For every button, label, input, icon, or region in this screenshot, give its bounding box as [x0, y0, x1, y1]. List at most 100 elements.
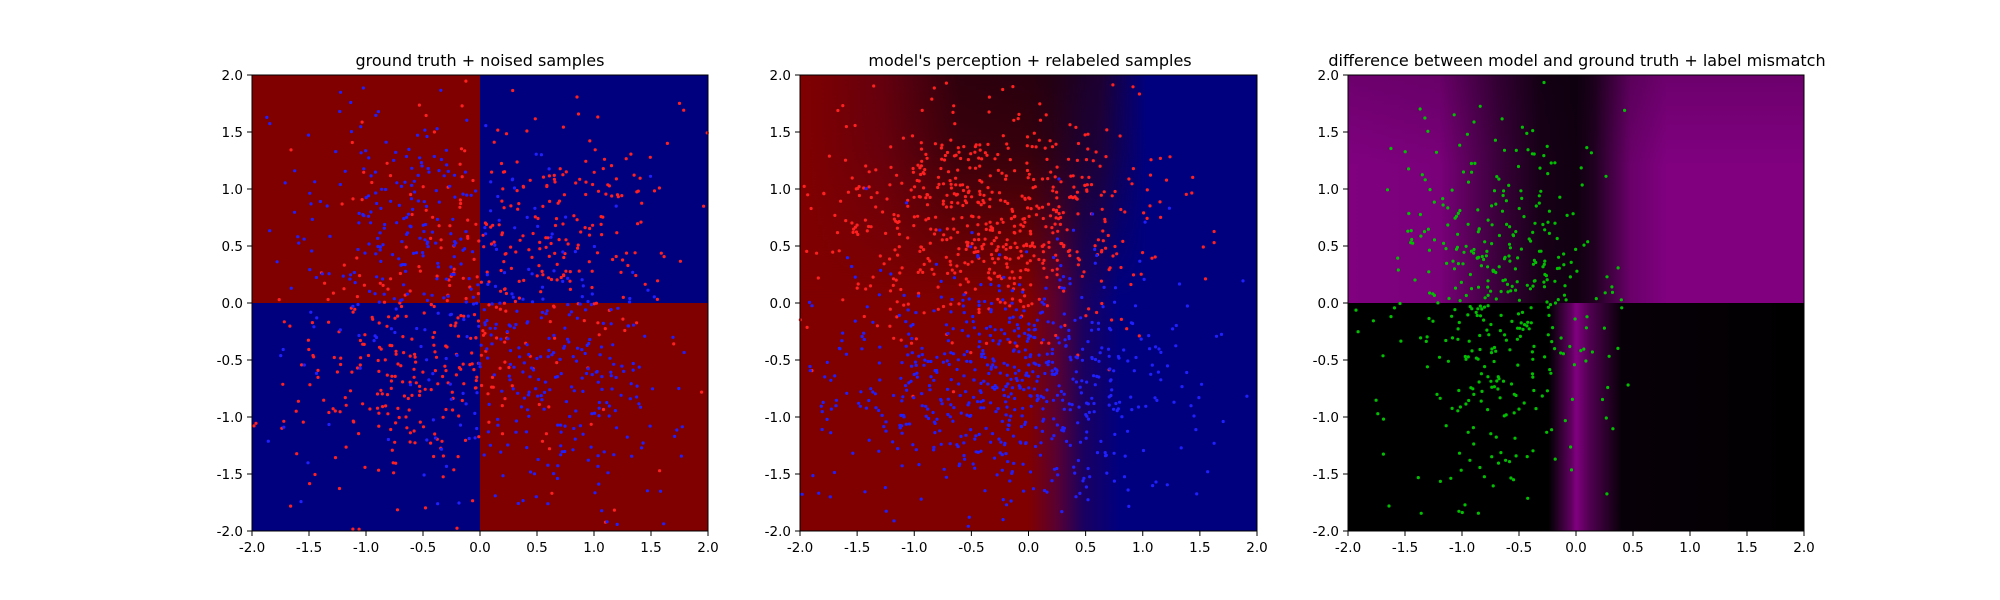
data-point [294, 409, 298, 413]
data-point [549, 235, 553, 239]
data-point [1508, 259, 1512, 263]
data-point [928, 259, 932, 263]
data-point [408, 383, 413, 387]
data-point [1493, 138, 1497, 142]
data-point [378, 281, 382, 285]
data-point [431, 215, 435, 219]
data-point [1545, 430, 1549, 434]
data-point [1413, 278, 1417, 282]
data-point [1510, 319, 1514, 323]
data-point [632, 173, 636, 177]
data-point [1097, 375, 1101, 379]
data-point [1197, 396, 1201, 400]
data-point [904, 422, 908, 426]
data-point [432, 130, 436, 134]
data-point [971, 314, 975, 319]
data-point [464, 296, 468, 301]
data-point [865, 229, 869, 233]
data-point [490, 375, 495, 379]
data-point [1042, 266, 1046, 270]
data-point [503, 340, 507, 344]
data-point [1006, 460, 1010, 464]
data-point [1539, 249, 1543, 253]
data-point [931, 410, 935, 415]
data-point [958, 283, 962, 287]
data-point [375, 406, 380, 410]
data-point [431, 335, 435, 339]
data-point [338, 410, 342, 414]
data-point [1072, 185, 1076, 189]
data-point [680, 425, 684, 429]
data-point [941, 360, 946, 364]
y-tick-label: 1.0 [222, 182, 243, 198]
data-point [897, 313, 902, 317]
data-point [1542, 285, 1547, 289]
data-point [1026, 206, 1030, 210]
data-point [581, 389, 585, 393]
data-point [1100, 207, 1104, 211]
data-point [1153, 255, 1157, 259]
data-point [963, 457, 967, 461]
data-point [559, 423, 563, 427]
data-point [999, 328, 1004, 332]
data-point [1107, 268, 1111, 272]
data-point [1011, 349, 1016, 353]
data-point [444, 369, 448, 373]
data-point [448, 283, 452, 288]
data-point [614, 177, 619, 181]
data-point [1041, 396, 1046, 400]
data-point [449, 397, 453, 401]
data-point [1212, 229, 1216, 234]
data-point [977, 215, 981, 219]
data-point [1501, 379, 1506, 383]
data-point [454, 321, 458, 325]
data-point [941, 199, 946, 203]
data-point [307, 347, 311, 352]
panel-title: model's perception + relabeled samples [868, 51, 1191, 70]
data-point [1148, 347, 1152, 351]
data-point [970, 242, 974, 246]
data-point [1080, 379, 1084, 383]
data-point [1028, 470, 1033, 474]
data-point [572, 426, 576, 431]
data-point [449, 265, 453, 269]
data-point [392, 297, 396, 301]
data-point [996, 407, 1000, 411]
data-point [295, 452, 299, 456]
x-tick-label: 1.5 [1189, 540, 1210, 556]
data-point [1012, 329, 1017, 333]
data-point [949, 310, 953, 314]
data-point [541, 175, 546, 179]
data-point [1021, 462, 1025, 466]
data-point [1005, 363, 1010, 367]
data-point [566, 276, 570, 280]
data-point [1212, 241, 1216, 245]
data-point [422, 200, 426, 204]
data-point [1374, 398, 1378, 402]
data-point [488, 326, 492, 330]
data-point [1029, 394, 1033, 398]
data-point [1478, 104, 1482, 108]
data-point [494, 247, 499, 251]
data-point [936, 185, 940, 190]
data-point [926, 416, 931, 421]
data-point [1179, 446, 1183, 450]
data-point [490, 342, 494, 346]
data-point [1607, 354, 1611, 358]
data-point [458, 205, 462, 209]
data-point [899, 413, 903, 417]
data-point [944, 81, 949, 85]
data-point [912, 372, 916, 377]
data-point [951, 390, 956, 394]
data-point [957, 150, 961, 154]
data-point [1050, 479, 1054, 483]
data-point [982, 201, 986, 205]
data-point [1038, 118, 1043, 122]
data-point [1031, 241, 1035, 245]
data-point [593, 491, 597, 495]
data-point [446, 294, 450, 298]
data-point [1050, 268, 1054, 272]
data-point [279, 354, 283, 358]
data-point [1012, 365, 1017, 369]
data-point [819, 404, 823, 408]
